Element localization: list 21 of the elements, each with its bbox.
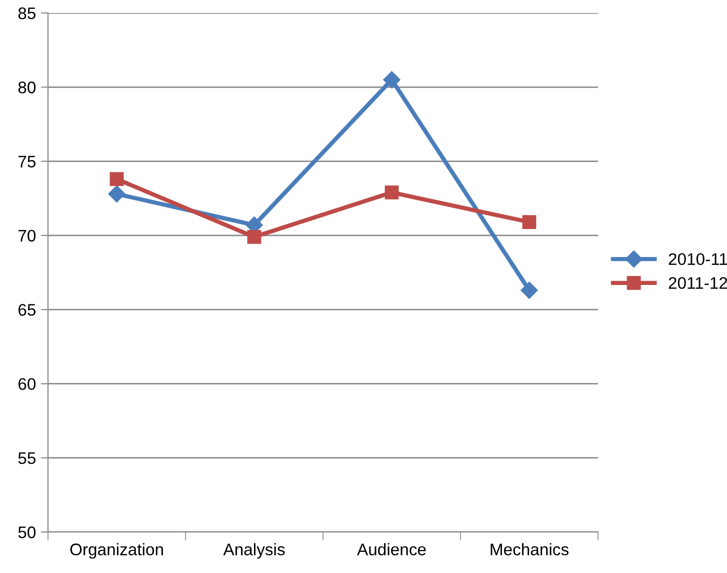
- point: [108, 185, 126, 202]
- y-tick-label: 80: [18, 82, 36, 94]
- x-tick-label: Mechanics: [490, 543, 568, 556]
- y-tick-label: 85: [18, 7, 36, 20]
- x-tick-label: Audience: [357, 543, 426, 556]
- legend-label: 2010-11: [668, 253, 727, 266]
- y-tick-label: 75: [18, 156, 36, 168]
- y-tick-label: 50: [18, 526, 36, 538]
- x-tick-label: Analysis: [223, 543, 285, 559]
- point: [384, 185, 399, 200]
- legend-label: 2011-12: [668, 277, 727, 289]
- y-tick-label: 55: [18, 452, 36, 464]
- y-tick-label: 60: [18, 378, 36, 390]
- point: [522, 215, 536, 230]
- point: [520, 282, 538, 299]
- x-tick-label: Organization: [70, 543, 163, 559]
- point: [383, 71, 400, 88]
- point: [110, 172, 124, 186]
- y-tick-label: 65: [18, 304, 36, 316]
- y-tick-label: 70: [18, 230, 36, 242]
- point: [247, 230, 262, 244]
